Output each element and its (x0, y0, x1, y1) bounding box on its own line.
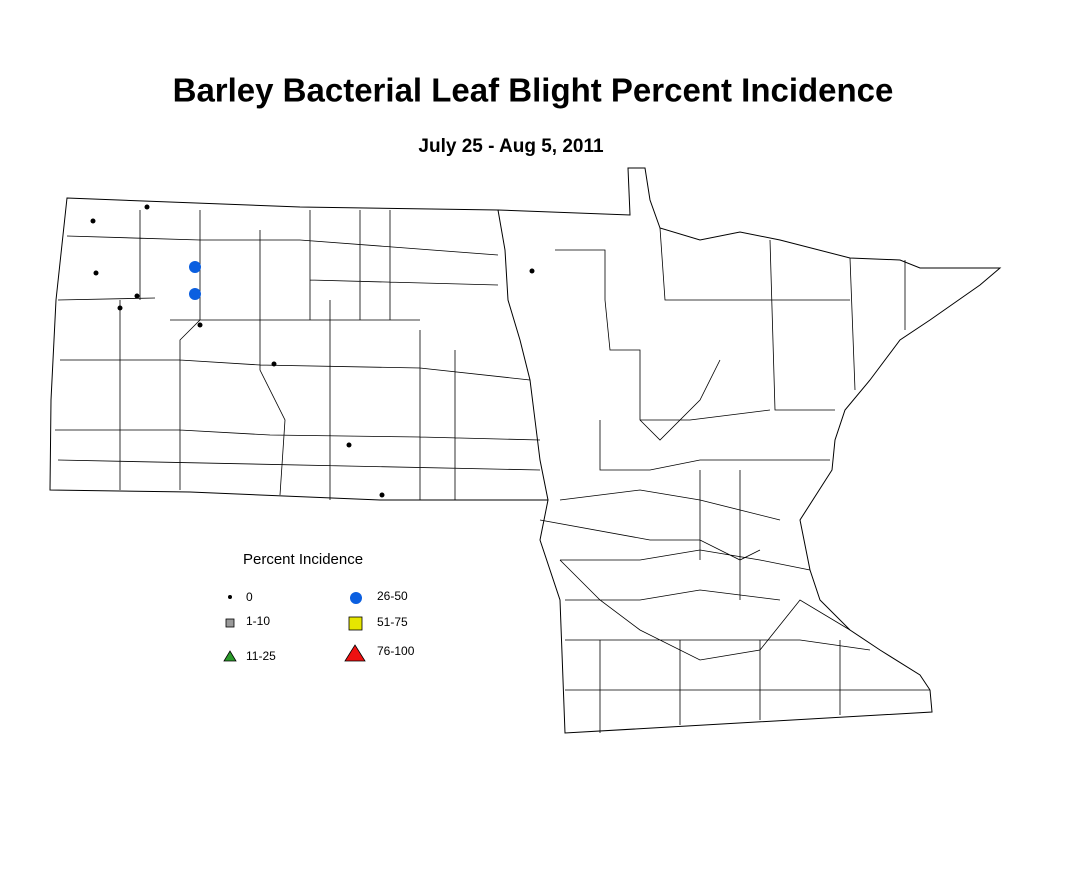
region-outline (49, 167, 1002, 734)
legend-label: 76-100 (377, 644, 415, 658)
legend: Percent Incidence 0 1-10 11-25 26-50 51-… (223, 551, 415, 663)
legend-symbol (350, 592, 362, 604)
legend-label: 0 (246, 590, 253, 604)
state-border (497, 209, 549, 501)
legend-label: 51-75 (377, 615, 408, 629)
point-zero (144, 204, 150, 210)
county-lines (55, 210, 930, 733)
map-subtitle: July 25 - Aug 5, 2011 (418, 136, 604, 157)
legend-title: Percent Incidence (243, 551, 363, 568)
point-zero (197, 322, 203, 328)
county-line (55, 210, 541, 500)
state-outlines (49, 167, 1002, 734)
legend-label: 1-10 (246, 614, 270, 628)
county-line (539, 227, 930, 733)
map-title: Barley Bacterial Leaf Blight Percent Inc… (173, 72, 894, 109)
legend-symbol (225, 618, 235, 628)
point-26-50 (189, 261, 201, 273)
point-zero (90, 218, 96, 224)
legend-symbol (228, 595, 232, 599)
point-zero (379, 492, 385, 498)
point-zero (271, 361, 277, 367)
point-zero (346, 442, 352, 448)
legend-symbol (223, 650, 237, 662)
point-zero (134, 293, 140, 299)
point-26-50 (189, 288, 201, 300)
point-zero (117, 305, 123, 311)
legend-symbol (344, 644, 366, 662)
legend-symbol (348, 616, 363, 631)
point-zero (529, 268, 535, 274)
legend-label: 11-25 (246, 649, 276, 663)
point-zero (93, 270, 99, 276)
legend-label: 26-50 (377, 589, 408, 603)
survey-points (90, 204, 535, 498)
